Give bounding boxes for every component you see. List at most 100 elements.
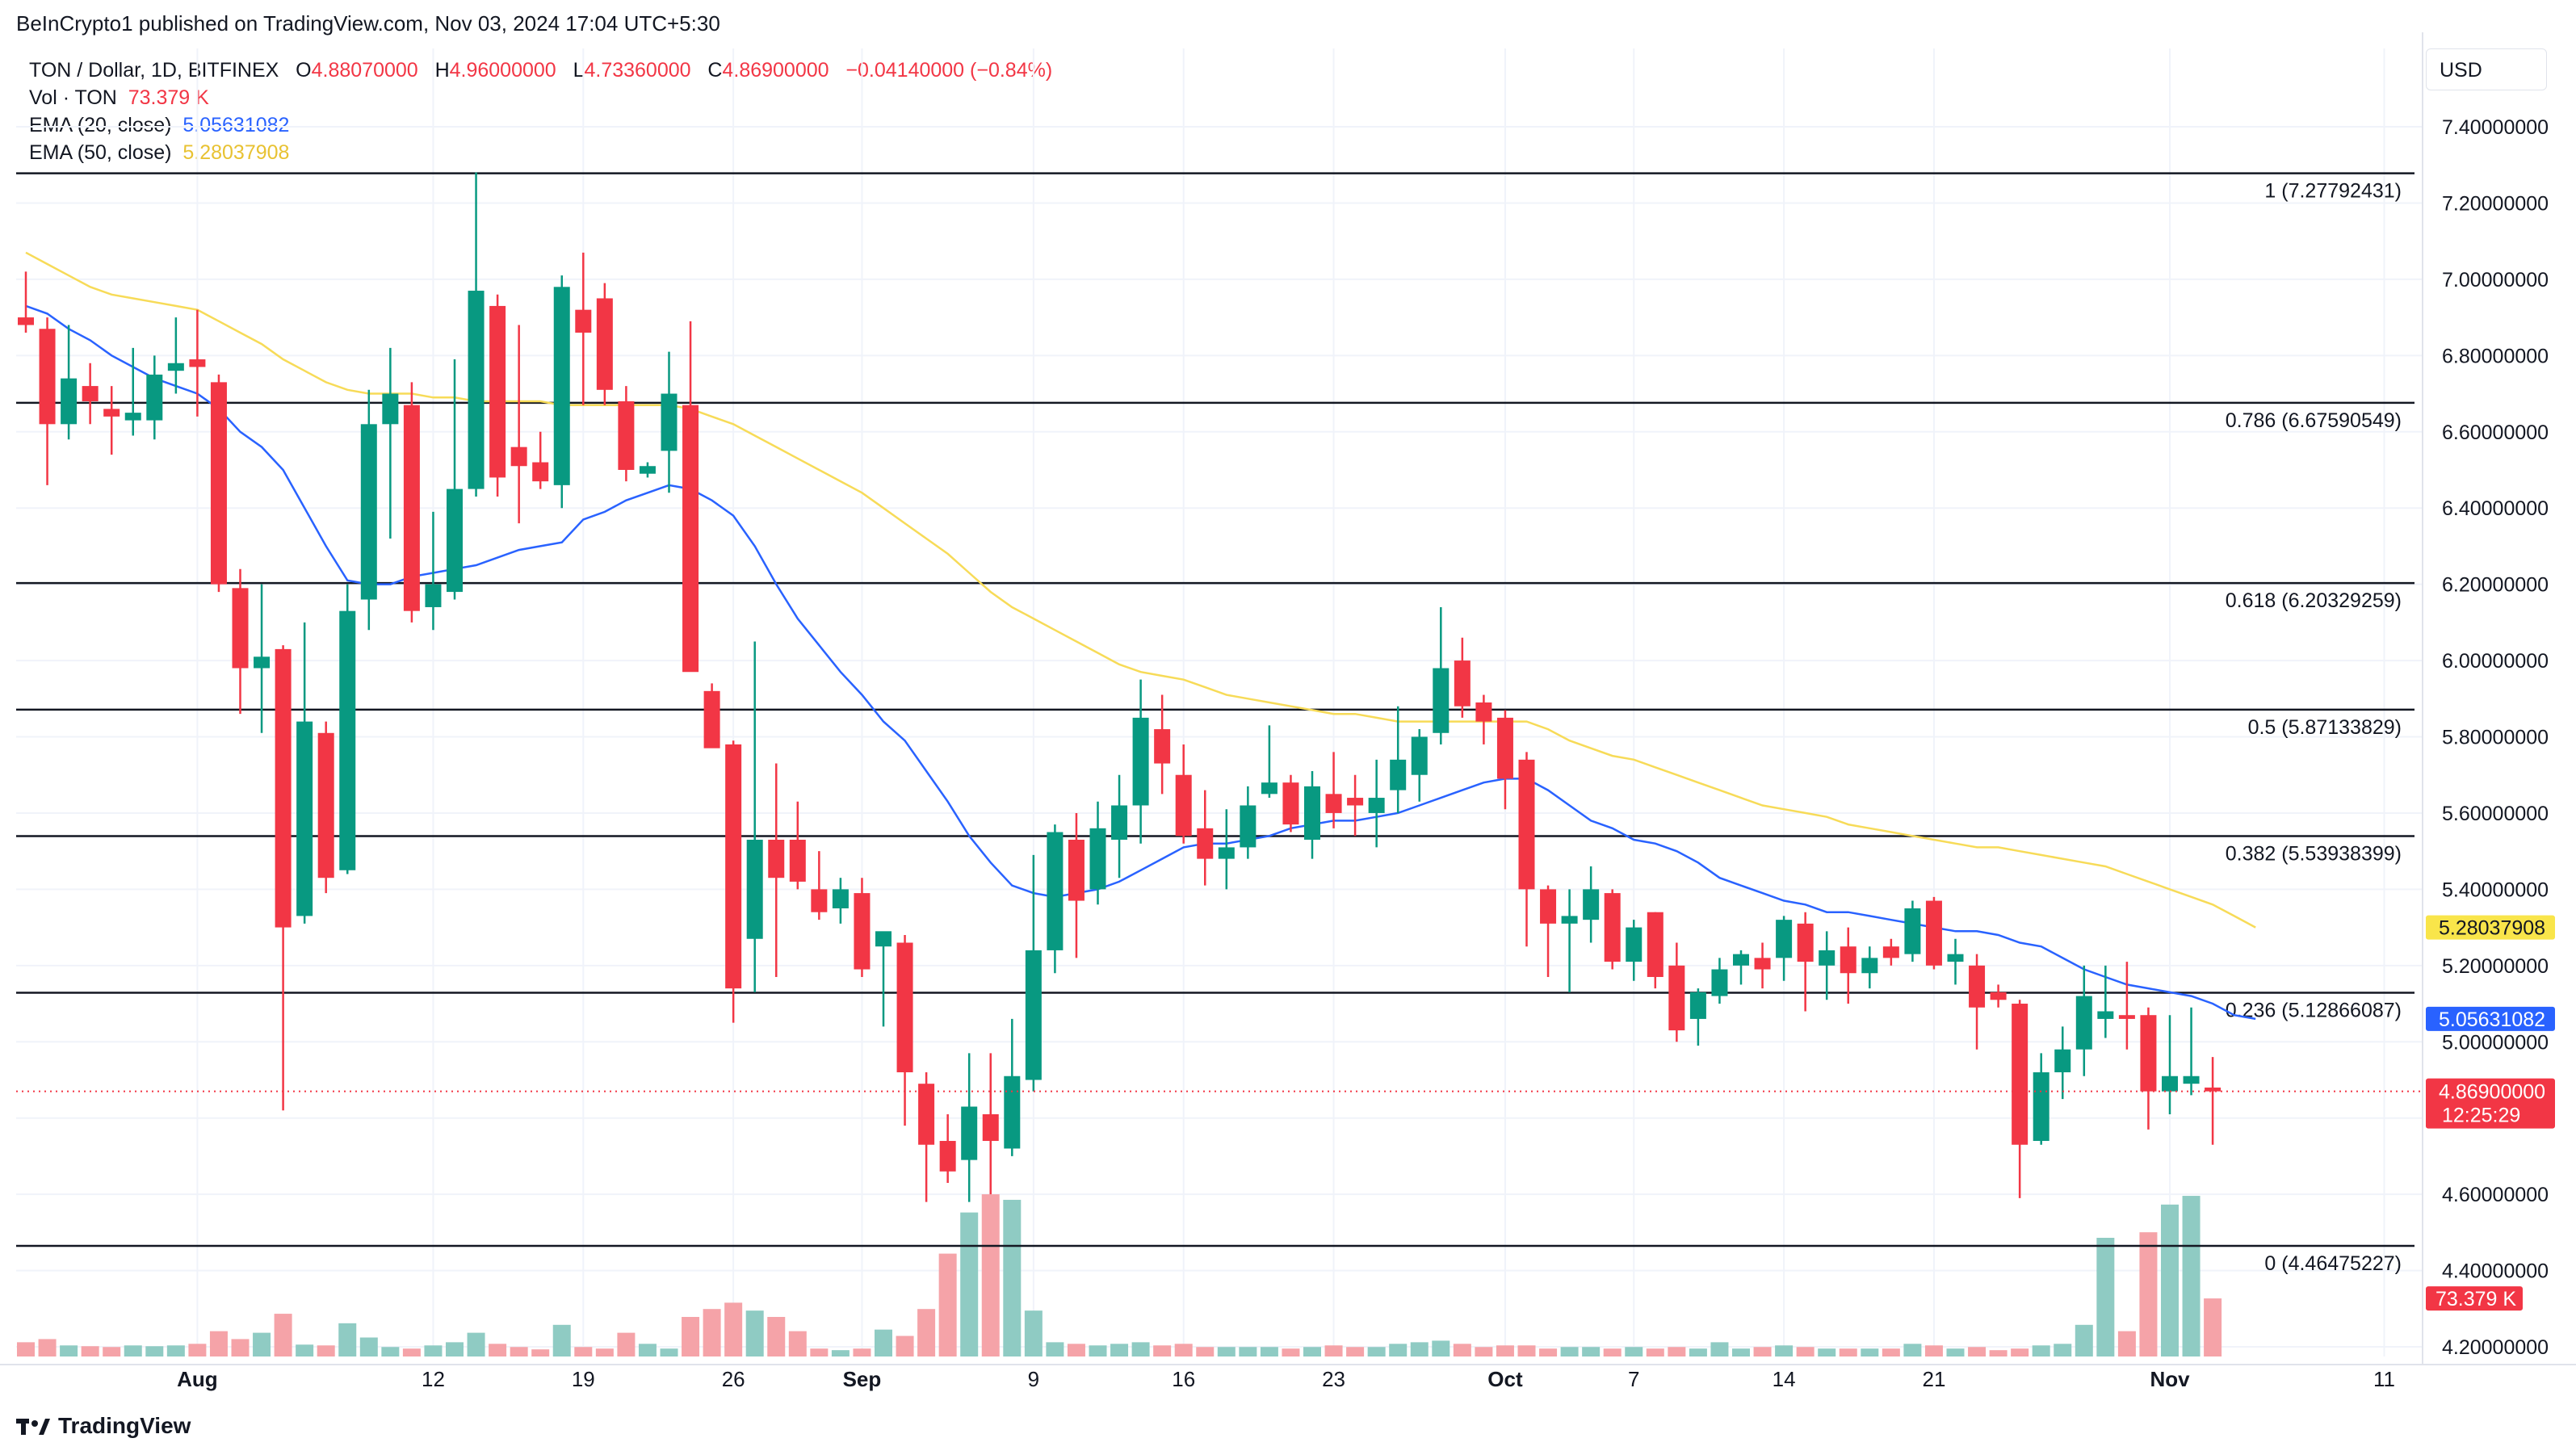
candle-body[interactable] (2118, 1015, 2135, 1019)
candle-body[interactable] (1433, 668, 1450, 733)
candle-body[interactable] (447, 488, 463, 593)
candle-body[interactable] (1797, 923, 1814, 962)
candle-body[interactable] (61, 378, 78, 425)
candle-body[interactable] (768, 839, 785, 878)
candle-body[interactable] (1947, 954, 1964, 962)
candle-body[interactable] (1969, 965, 1986, 1008)
candle-body[interactable] (896, 942, 913, 1073)
candle-body[interactable] (210, 382, 227, 585)
candle-body[interactable] (661, 393, 678, 451)
candle-body[interactable] (553, 287, 570, 485)
candle-body[interactable] (1454, 660, 1471, 707)
candle-body[interactable] (232, 588, 249, 669)
candle-body[interactable] (596, 298, 613, 390)
candle-body[interactable] (1325, 794, 1342, 813)
candle-body[interactable] (1496, 717, 1513, 779)
candle-body[interactable] (618, 400, 635, 470)
candle-body[interactable] (1132, 717, 1149, 806)
candle-body[interactable] (1561, 916, 1578, 924)
fibonacci-levels[interactable]: 1 (7.27792431) 0.786 (6.67590549) 0.618 (6… (16, 172, 2414, 1275)
candle-body[interactable] (811, 889, 828, 912)
tradingview-brand[interactable]: TradingView (16, 1413, 191, 1439)
legend-symbol[interactable]: TON / Dollar, 1D, BITFINEX (29, 59, 279, 82)
candle-body[interactable] (254, 656, 271, 669)
candle-body[interactable] (875, 931, 892, 947)
candle-body[interactable] (1240, 805, 1257, 848)
candle-body[interactable] (2140, 1015, 2157, 1092)
candle-body[interactable] (703, 690, 720, 748)
legend-volume-row[interactable]: Vol · TON 73.379 K (29, 84, 1052, 111)
candle-body[interactable] (468, 291, 485, 489)
candle-body[interactable] (1668, 965, 1685, 1031)
currency-button[interactable]: USD (2426, 48, 2547, 90)
candle-body[interactable] (1754, 958, 1771, 970)
candle-body[interactable] (1047, 832, 1064, 950)
candle-body[interactable] (124, 413, 141, 421)
candle-body[interactable] (510, 447, 527, 467)
candle-body[interactable] (296, 721, 313, 916)
candle-body[interactable] (1475, 702, 1492, 722)
candle-body[interactable] (1175, 774, 1192, 837)
candle-body[interactable] (167, 363, 184, 371)
candle-body[interactable] (1540, 889, 1557, 924)
candle-body[interactable] (1990, 992, 2007, 1000)
candle-body[interactable] (982, 1113, 999, 1142)
candle-body[interactable] (575, 309, 592, 333)
candle-body[interactable] (1733, 954, 1749, 966)
candle-body[interactable] (682, 405, 699, 673)
candle-body[interactable] (639, 466, 656, 474)
candle-body[interactable] (18, 317, 34, 325)
candle-body[interactable] (2075, 996, 2092, 1050)
candle-body[interactable] (489, 305, 506, 478)
candle-body[interactable] (360, 424, 377, 600)
legend-ema20-row[interactable]: EMA (20, close) 5.05631082 (29, 111, 1052, 139)
candle-body[interactable] (532, 462, 549, 482)
candle-body[interactable] (2054, 1049, 2071, 1073)
candle-body[interactable] (146, 374, 163, 421)
candle-body[interactable] (1282, 782, 1299, 825)
candle-body[interactable] (1390, 759, 1407, 790)
candle-body[interactable] (2183, 1076, 2200, 1084)
candle-body[interactable] (82, 386, 99, 401)
candle-body[interactable] (1925, 900, 1942, 966)
candle-body[interactable] (1068, 839, 1085, 901)
candle-body[interactable] (1347, 798, 1364, 806)
candle-body[interactable] (1197, 828, 1214, 859)
legend-ema50-row[interactable]: EMA (50, close) 5.28037908 (29, 139, 1052, 166)
candlesticks[interactable] (18, 172, 2221, 1202)
candle-body[interactable] (789, 839, 806, 882)
candle-body[interactable] (1840, 946, 1856, 974)
candle-body[interactable] (2033, 1072, 2049, 1142)
candle-body[interactable] (1819, 950, 1836, 966)
candle-body[interactable] (189, 359, 206, 367)
candle-body[interactable] (1089, 828, 1106, 890)
candle-body[interactable] (1518, 759, 1535, 890)
candle-body[interactable] (1218, 847, 1235, 859)
candle-body[interactable] (1411, 736, 1428, 775)
candle-body[interactable] (2162, 1076, 2178, 1092)
candle-body[interactable] (2205, 1087, 2221, 1092)
candle-body[interactable] (1025, 950, 1042, 1080)
candle-body[interactable] (746, 839, 763, 939)
candle-body[interactable] (382, 393, 399, 425)
candle-body[interactable] (1304, 786, 1320, 840)
candle-body[interactable] (39, 329, 56, 425)
candle-body[interactable] (2012, 1004, 2028, 1145)
candle-body[interactable] (339, 610, 356, 870)
candle-body[interactable] (1604, 893, 1621, 962)
candle-body[interactable] (961, 1106, 978, 1160)
candle-body[interactable] (1626, 927, 1643, 962)
candle-body[interactable] (1904, 908, 1921, 954)
candle-body[interactable] (103, 409, 120, 417)
candle-body[interactable] (1583, 889, 1600, 920)
candle-body[interactable] (918, 1084, 935, 1145)
candle-body[interactable] (403, 405, 420, 611)
candle-body[interactable] (317, 732, 334, 878)
candle-body[interactable] (854, 893, 871, 970)
candle-body[interactable] (1776, 920, 1793, 958)
candle-body[interactable] (1154, 729, 1171, 764)
candle-body[interactable] (1261, 782, 1278, 795)
candle-body[interactable] (1111, 805, 1128, 840)
candle-body[interactable] (1882, 946, 1899, 958)
